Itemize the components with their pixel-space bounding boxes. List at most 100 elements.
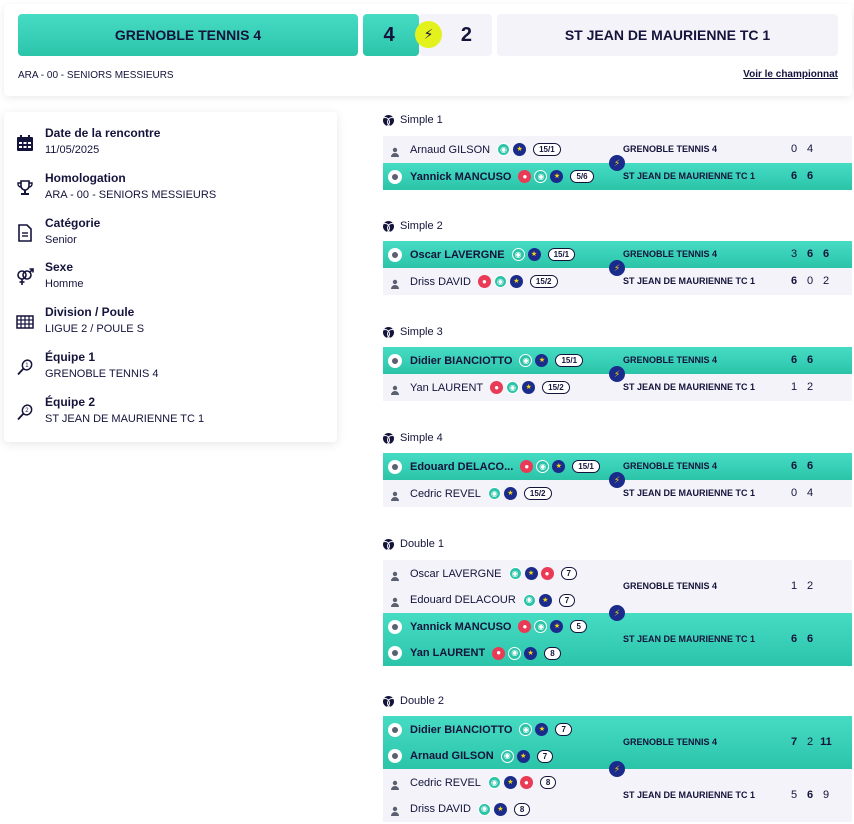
tennis-ball-icon <box>383 538 394 550</box>
team-name: GRENOBLE TENNIS 4 <box>623 460 718 471</box>
match-card[interactable]: Edouard DELACO... ● ◉ ★ 15/1 GRENOBLE TENNIS … <box>383 453 852 507</box>
info-value: Senior <box>45 234 77 246</box>
player-name[interactable]: Cedric REVEL <box>410 487 481 500</box>
player-row[interactable]: Yan LAURENT ● ◉ ★ 8 <box>383 641 561 666</box>
versus-bolt-icon: ⚡︎ <box>609 472 625 488</box>
player-flag-red-icon: ● <box>518 170 532 183</box>
team-name: ST JEAN DE MAURIENNE TC 1 <box>623 170 756 181</box>
versus-bolt-icon: ⚡︎ <box>609 761 625 777</box>
player-row[interactable]: Didier BIANCIOTTO ◉ ★ 7 <box>383 717 572 742</box>
player-name[interactable]: Yannick MANCUSO <box>410 170 512 183</box>
match-header: GRENOBLE TENNIS 4 4 2 ⚡︎ ST JEAN DE MAUR… <box>4 4 852 96</box>
set-score: 6 <box>806 632 814 645</box>
player-row[interactable]: Yannick MANCUSO ● ◉ ★ 5 <box>383 614 587 639</box>
player-name[interactable]: Oscar LAVERGNE <box>410 248 505 261</box>
player-row[interactable]: Driss DAVID ● ◉ ★ 15/2 <box>383 269 558 294</box>
set-score: 0 <box>790 486 798 499</box>
player-euro-icon: ★ <box>535 723 549 736</box>
player-row[interactable]: Oscar LAVERGNE ◉ ★ ● 7 <box>383 561 577 586</box>
player-name[interactable]: Yannick MANCUSO <box>410 620 512 633</box>
player-ball-icon: ◉ <box>493 275 507 288</box>
team-name: GRENOBLE TENNIS 4 <box>623 143 718 154</box>
match-card[interactable]: Didier BIANCIOTTO ◉ ★ 7 Arnaud GILSON ◉ ★ 7 GREN… <box>383 716 852 822</box>
home-side: Didier BIANCIOTTO ◉ ★ 7 Arnaud GILSON ◉ ★ 7 GREN… <box>383 716 852 769</box>
set-score: 6 <box>822 247 830 260</box>
set-score: 2 <box>806 735 814 748</box>
player-euro-icon: ★ <box>550 620 564 633</box>
player-row[interactable]: Cedric REVEL ◉ ★ ● 8 <box>383 770 557 795</box>
team-name: GRENOBLE TENNIS 4 <box>623 580 718 591</box>
info-value: LIGUE 2 / POULE S <box>45 323 145 335</box>
avatar-icon <box>388 722 402 737</box>
team-name: ST JEAN DE MAURIENNE TC 1 <box>623 381 756 392</box>
player-name[interactable]: Edouard DELACOUR <box>410 594 516 606</box>
avatar-icon <box>388 749 402 763</box>
info-label: Équipe 1 <box>45 350 96 364</box>
player-name[interactable]: Driss DAVID <box>410 803 471 815</box>
player-name[interactable]: Edouard DELACO... <box>410 460 514 473</box>
player-row[interactable]: Edouard DELACOUR ◉ ★ 7 <box>383 588 576 613</box>
person-icon <box>388 567 402 581</box>
avatar-icon <box>388 646 402 660</box>
player-flag-red-icon: ● <box>520 460 534 473</box>
player-name[interactable]: Yan LAURENT <box>410 381 484 394</box>
player-row[interactable]: Arnaud GILSON ◉ ★ 15/1 <box>383 137 561 162</box>
player-flag-red-icon: ● <box>519 776 533 789</box>
player-ranking-badge: 7 <box>560 567 577 580</box>
player-row[interactable]: Arnaud GILSON ◉ ★ 7 <box>383 744 554 769</box>
player-row[interactable]: Cedric REVEL ◉ ★ 15/2 <box>383 481 552 506</box>
player-name[interactable]: Cedric REVEL <box>410 776 481 789</box>
info-label: Homologation <box>45 171 126 185</box>
player-ball-icon: ◉ <box>487 776 501 789</box>
player-name[interactable]: Oscar LAVERGNE <box>410 567 502 580</box>
player-euro-icon: ★ <box>493 802 507 816</box>
player-name[interactable]: Driss DAVID <box>410 275 471 288</box>
player-name[interactable]: Arnaud GILSON <box>410 750 494 762</box>
player-name[interactable]: Didier BIANCIOTTO <box>410 354 513 367</box>
player-euro-icon: ★ <box>535 354 549 367</box>
set-score: 3 <box>790 247 798 260</box>
set-score: 6 <box>806 788 814 801</box>
info-division: Division / Poule LIGUE 2 / POULE S <box>16 305 144 337</box>
person-icon <box>388 802 402 816</box>
player-name[interactable]: Didier BIANCIOTTO <box>410 723 513 736</box>
player-row[interactable]: Didier BIANCIOTTO ◉ ★ 15/1 <box>383 348 584 373</box>
player-name[interactable]: Yan LAURENT <box>410 647 486 659</box>
match-card[interactable]: Didier BIANCIOTTO ◉ ★ 15/1 GRENOBLE TENNIS 4… <box>383 347 852 401</box>
set-score: 9 <box>822 788 830 801</box>
player-ranking-badge: 15/1 <box>547 248 576 261</box>
player-ranking-badge: 5 <box>570 620 587 633</box>
championship-link[interactable]: Voir le championnat <box>743 69 838 80</box>
player-row[interactable]: Yannick MANCUSO ● ◉ ★ 5/6 <box>383 164 594 189</box>
set-score: 7 <box>790 735 798 748</box>
player-row[interactable]: Yan LAURENT ● ◉ ★ 15/2 <box>383 375 570 400</box>
player-row[interactable]: Oscar LAVERGNE ◉ ★ 15/1 <box>383 242 576 267</box>
set-score: 1 <box>790 579 798 592</box>
set-score: 1 <box>790 380 798 393</box>
info-value: 11/05/2025 <box>45 144 100 156</box>
player-euro-icon: ★ <box>522 381 536 394</box>
match-card[interactable]: Oscar LAVERGNE ◉ ★ ● 7 Edouard DELACOUR ◉ ★ 7 GRE… <box>383 560 852 666</box>
info-value: ST JEAN DE MAURIENNE TC 1 <box>45 413 205 425</box>
player-row[interactable]: Driss DAVID ◉ ★ 8 <box>383 797 531 822</box>
away-team-name: ST JEAN DE MAURIENNE TC 1 <box>497 14 838 56</box>
set-score: 6 <box>806 169 814 182</box>
player-row[interactable]: Edouard DELACO... ● ◉ ★ 15/1 <box>383 454 600 479</box>
player-ranking-badge: 5/6 <box>570 170 594 183</box>
set-score: 6 <box>806 353 814 366</box>
document-icon <box>16 224 34 242</box>
set-score: 5 <box>790 788 798 801</box>
info-sex: Sexe Homme <box>16 260 84 292</box>
info-label: Sexe <box>45 260 74 274</box>
player-name[interactable]: Arnaud GILSON <box>410 143 491 156</box>
match-card[interactable]: Arnaud GILSON ◉ ★ 15/1 GRENOBLE TENNIS 4 0 4 Ya… <box>383 136 852 190</box>
versus-bolt-icon: ⚡︎ <box>609 155 625 171</box>
player-ball-icon: ◉ <box>534 620 548 633</box>
